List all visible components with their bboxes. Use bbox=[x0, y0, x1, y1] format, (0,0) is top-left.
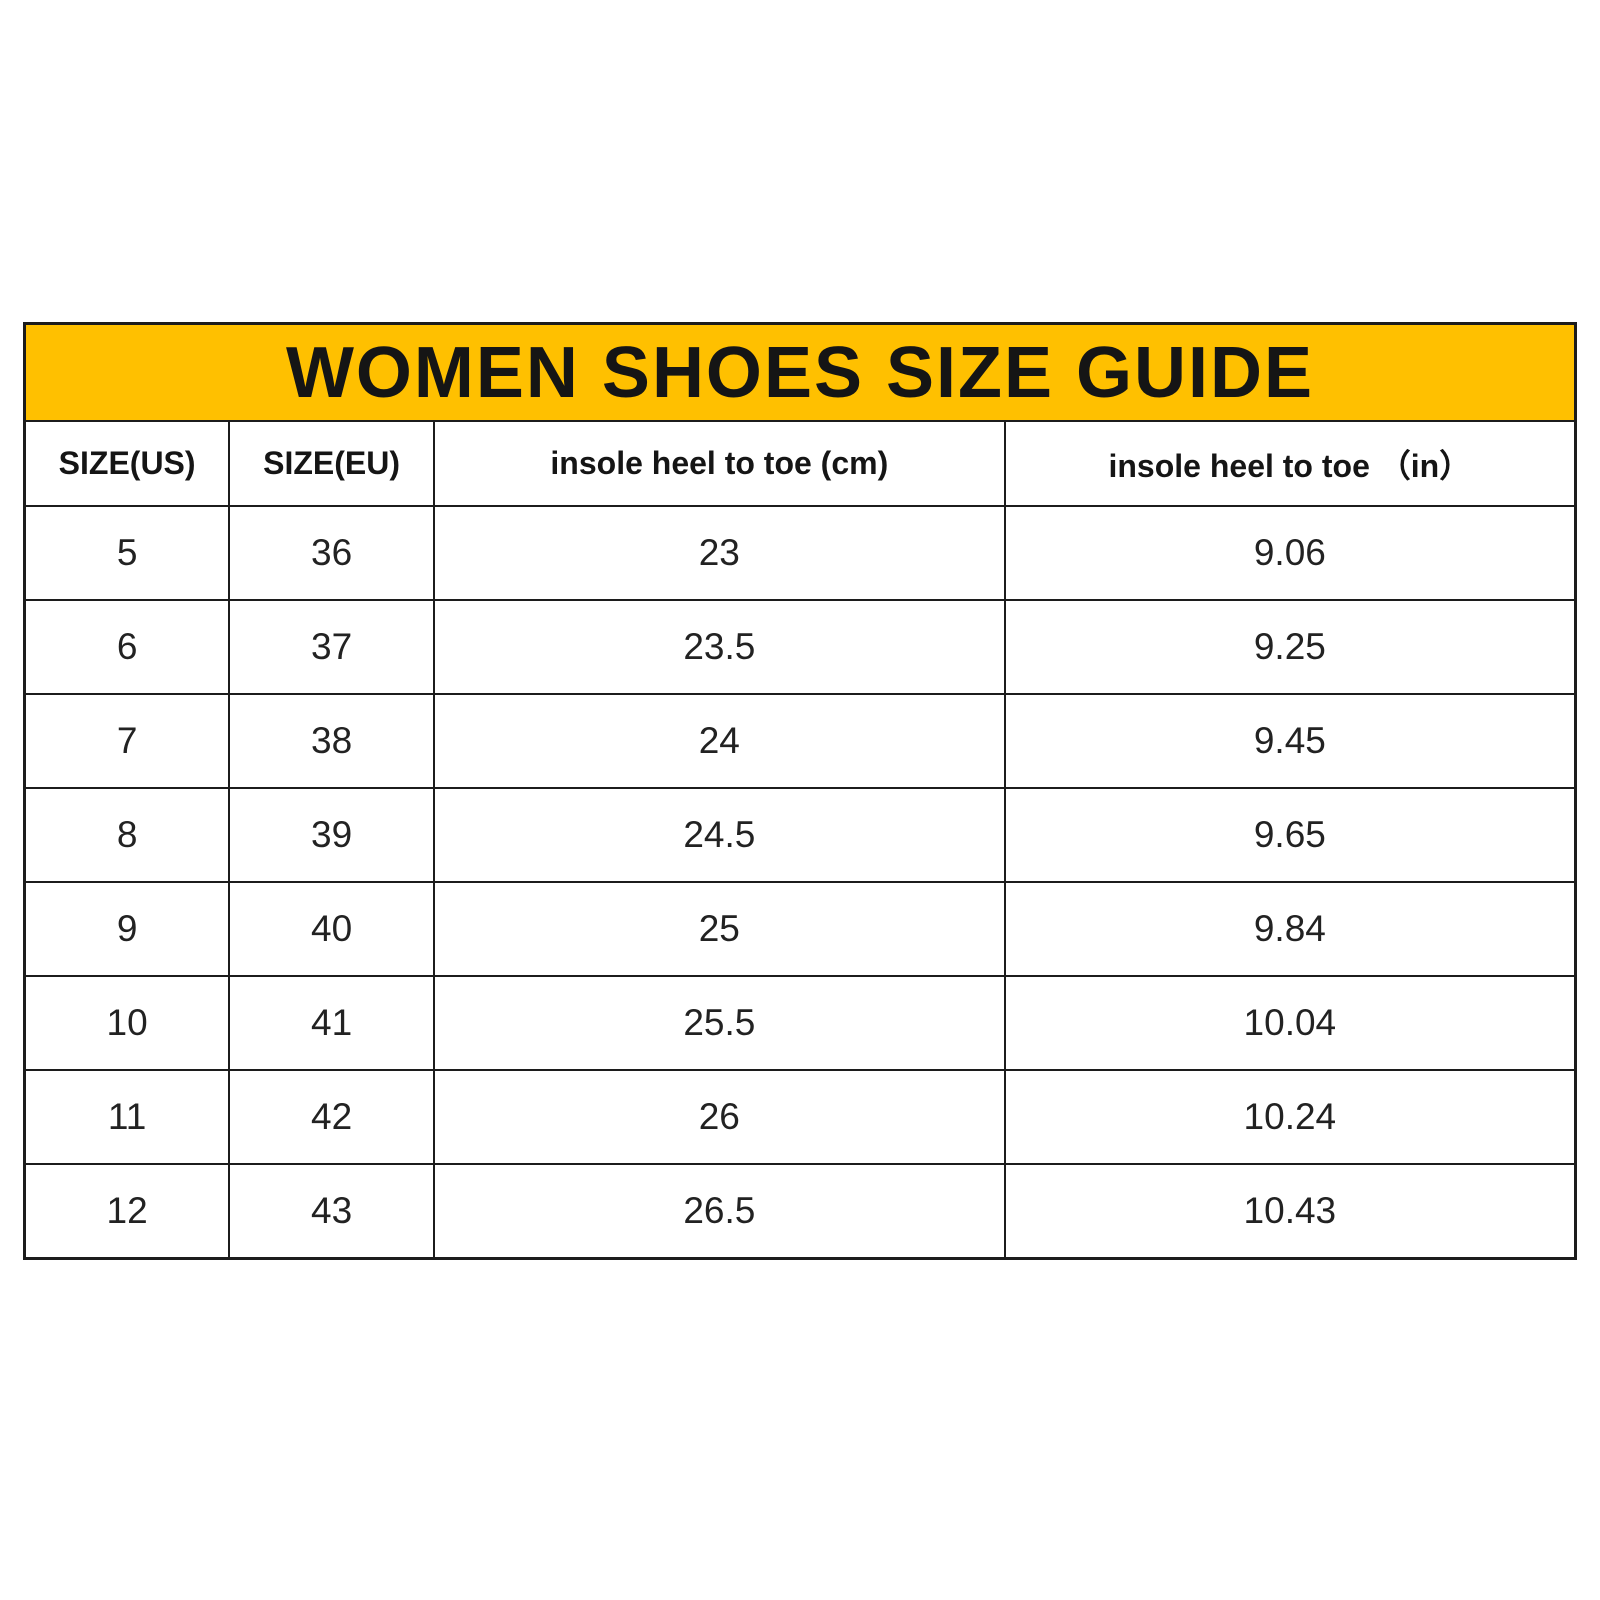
title-row: WOMEN SHOES SIZE GUIDE bbox=[23, 322, 1577, 422]
table-row: 12 43 26.5 10.43 bbox=[23, 1163, 1577, 1260]
table-row: 6 37 23.5 9.25 bbox=[23, 599, 1577, 695]
table-cell: 10.43 bbox=[1003, 1163, 1577, 1260]
table-cell: 36 bbox=[228, 505, 435, 601]
table-cell: 6 bbox=[23, 599, 231, 695]
table-cell: 9.65 bbox=[1003, 787, 1577, 883]
table-cell: 10 bbox=[23, 975, 231, 1071]
table-cell: 41 bbox=[228, 975, 435, 1071]
table-row: 11 42 26 10.24 bbox=[23, 1069, 1577, 1165]
table-cell: 26.5 bbox=[432, 1163, 1006, 1260]
table-row: 8 39 24.5 9.65 bbox=[23, 787, 1577, 883]
table-cell: 9.84 bbox=[1003, 881, 1577, 977]
table-cell: 23.5 bbox=[432, 599, 1006, 695]
column-header-size-eu: SIZE(EU) bbox=[228, 420, 435, 507]
table-cell: 5 bbox=[23, 505, 231, 601]
table-cell: 24 bbox=[432, 693, 1006, 789]
table-cell: 10.04 bbox=[1003, 975, 1577, 1071]
column-header-size-us: SIZE(US) bbox=[23, 420, 231, 507]
table-cell: 9.45 bbox=[1003, 693, 1577, 789]
table-cell: 8 bbox=[23, 787, 231, 883]
table-cell: 40 bbox=[228, 881, 435, 977]
table-cell: 9.06 bbox=[1003, 505, 1577, 601]
table-cell: 24.5 bbox=[432, 787, 1006, 883]
table-body: 5 36 23 9.06 6 37 23.5 9.25 7 38 24 9.45 8 39 24.5 9.65… bbox=[23, 505, 1577, 1260]
table-row: 5 36 23 9.06 bbox=[23, 505, 1577, 601]
table-cell: 9 bbox=[23, 881, 231, 977]
table-cell: 10.24 bbox=[1003, 1069, 1577, 1165]
table-cell: 12 bbox=[23, 1163, 231, 1260]
table-row: 10 41 25.5 10.04 bbox=[23, 975, 1577, 1071]
table-title: WOMEN SHOES SIZE GUIDE bbox=[23, 322, 1577, 422]
header-row: SIZE(US) SIZE(EU) insole heel to toe (cm… bbox=[23, 420, 1577, 507]
table-cell: 23 bbox=[432, 505, 1006, 601]
size-guide-table: WOMEN SHOES SIZE GUIDE SIZE(US) SIZE(EU)… bbox=[23, 322, 1577, 1260]
column-header-insole-in: insole heel to toe （in） bbox=[1003, 420, 1577, 507]
table-cell: 43 bbox=[228, 1163, 435, 1260]
table-cell: 42 bbox=[228, 1069, 435, 1165]
table-cell: 25.5 bbox=[432, 975, 1006, 1071]
column-header-insole-cm: insole heel to toe (cm) bbox=[432, 420, 1006, 507]
table-cell: 39 bbox=[228, 787, 435, 883]
table-cell: 38 bbox=[228, 693, 435, 789]
table-cell: 26 bbox=[432, 1069, 1006, 1165]
table-cell: 9.25 bbox=[1003, 599, 1577, 695]
table-cell: 25 bbox=[432, 881, 1006, 977]
table-row: 9 40 25 9.84 bbox=[23, 881, 1577, 977]
table-cell: 37 bbox=[228, 599, 435, 695]
table-row: 7 38 24 9.45 bbox=[23, 693, 1577, 789]
table-cell: 11 bbox=[23, 1069, 231, 1165]
table-cell: 7 bbox=[23, 693, 231, 789]
